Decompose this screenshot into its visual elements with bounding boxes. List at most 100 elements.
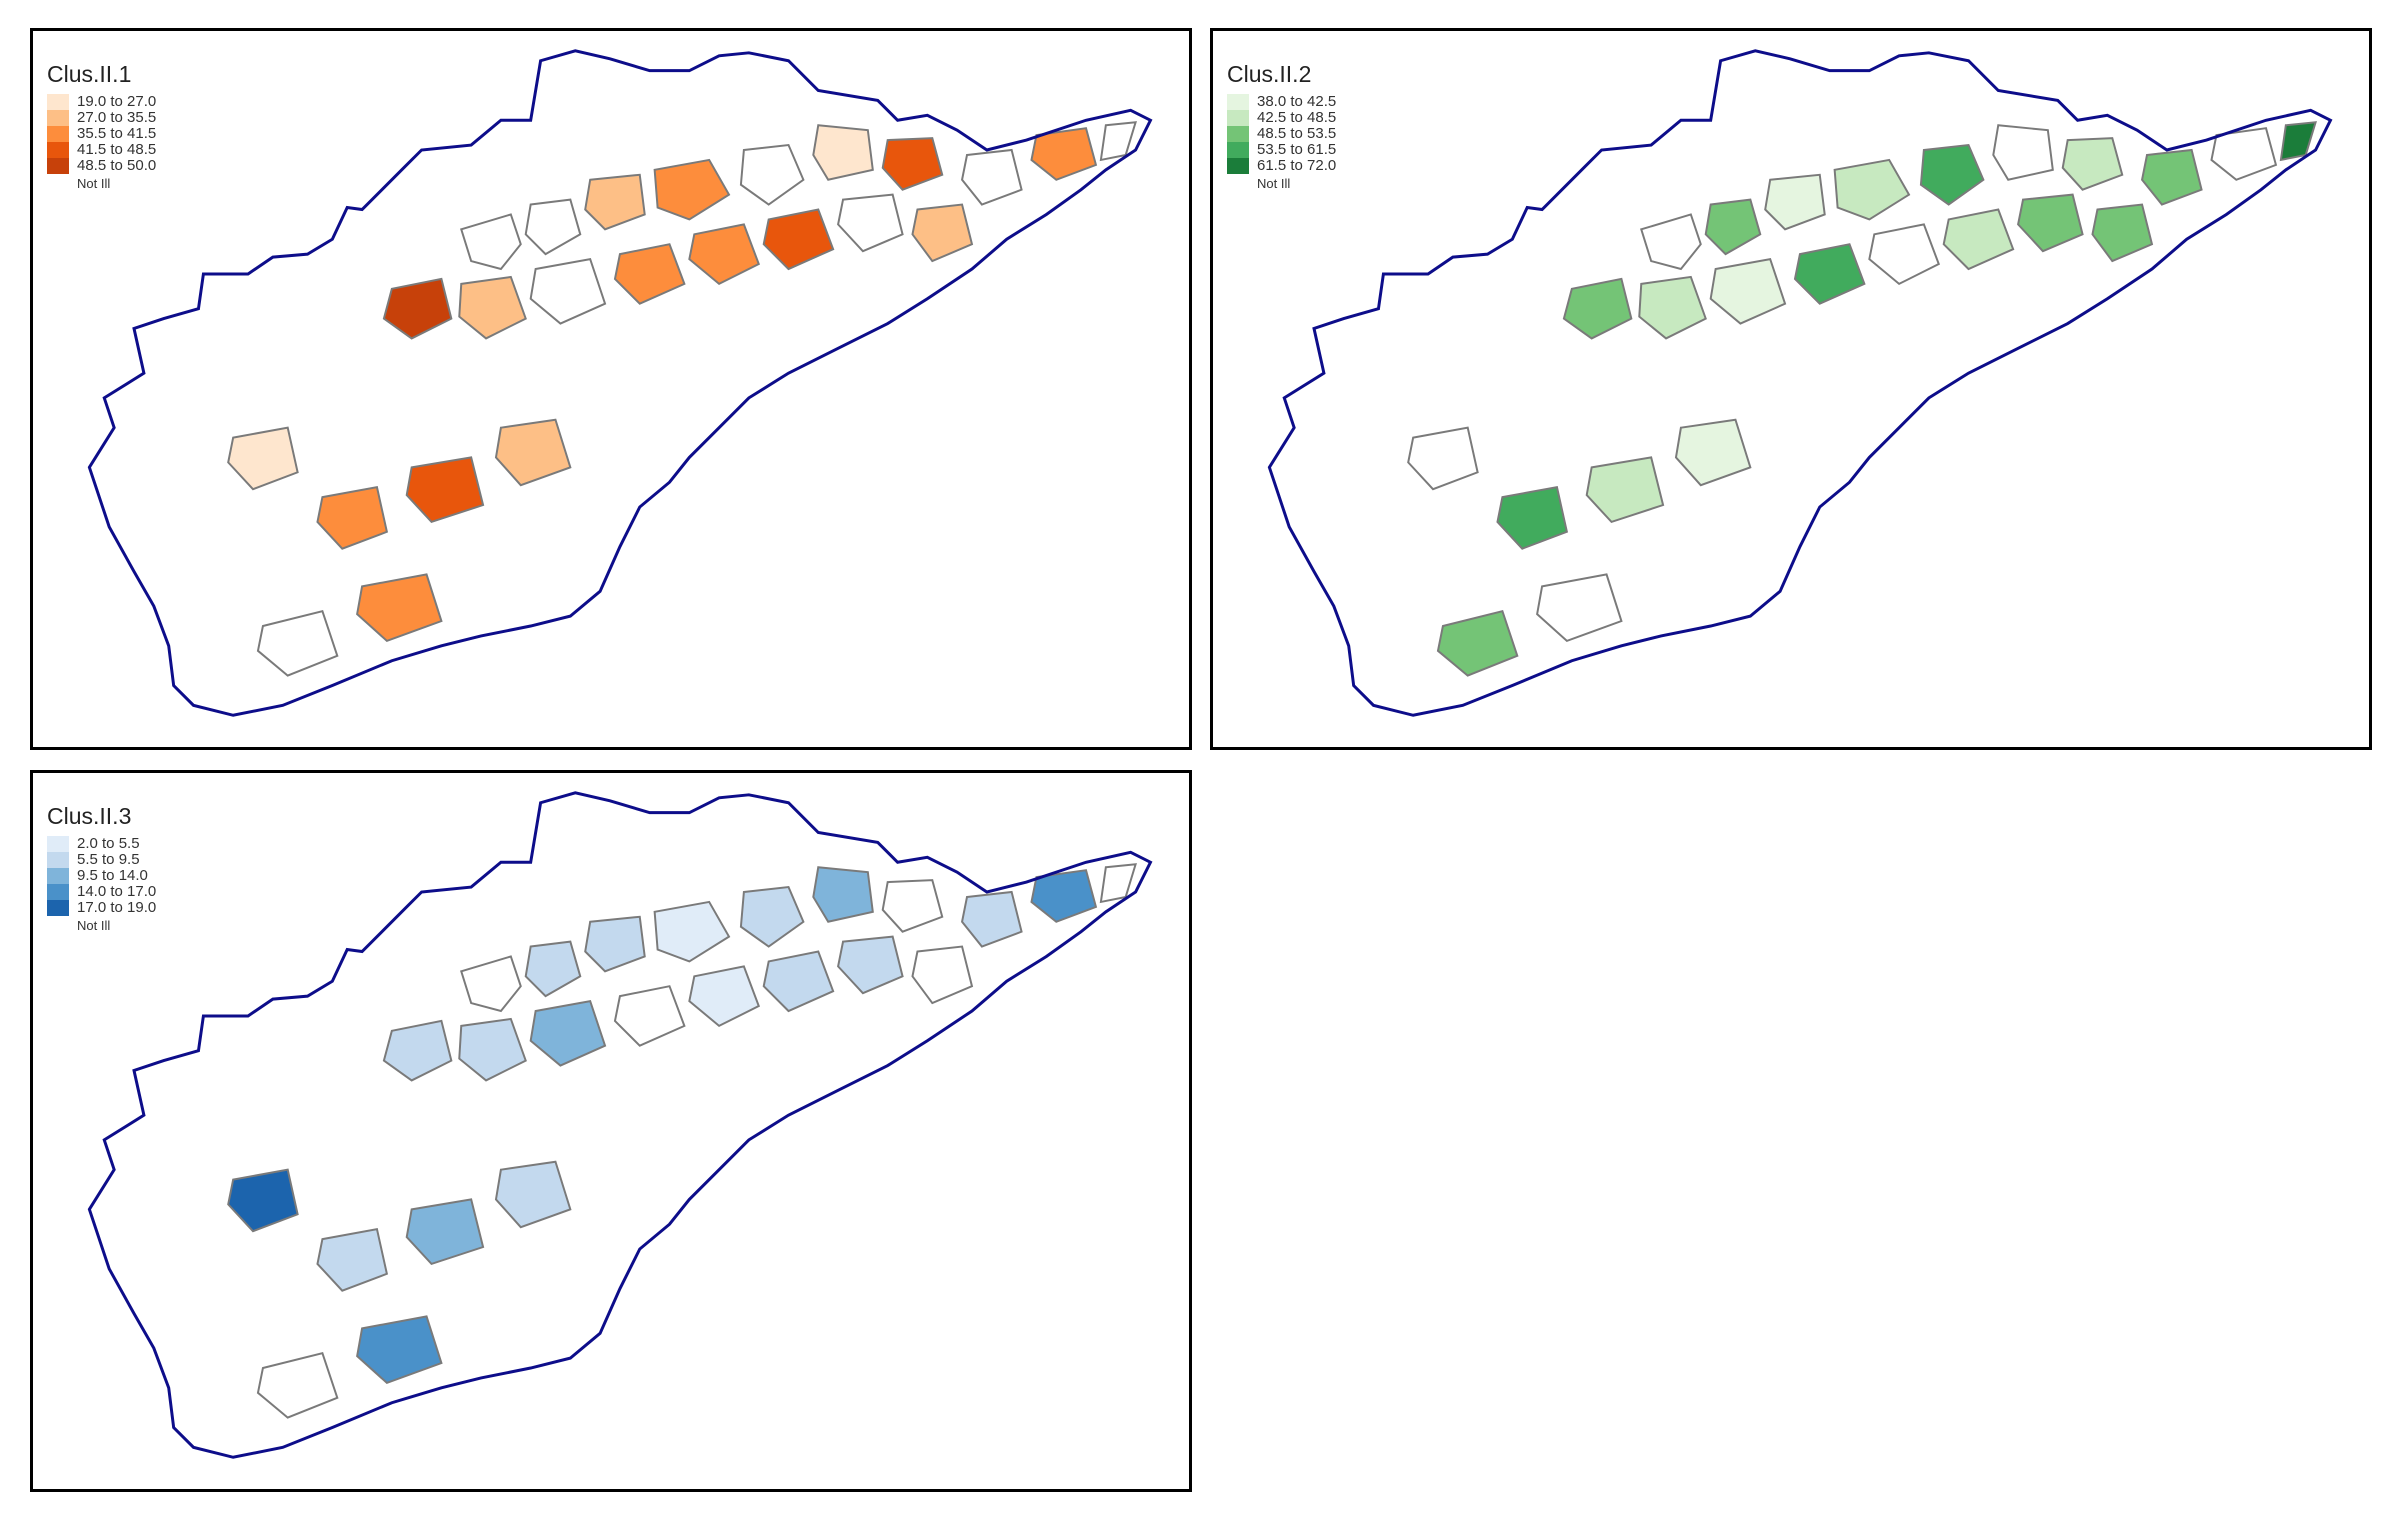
map-region [227, 1168, 299, 1233]
legend-entry: 38.0 to 42.5 [1227, 94, 1336, 110]
map-region [911, 203, 974, 263]
legend-entry: 17.0 to 19.0 [47, 900, 156, 916]
map-region [613, 985, 686, 1047]
legend-label: 27.0 to 35.5 [77, 109, 157, 126]
map-panel-clus-ii-2: Clus.II.2 38.0 to 42.5 42.5 to 48.5 48.5… [1210, 28, 2372, 750]
map-region [653, 900, 731, 963]
map-region [762, 950, 835, 1013]
map-region [256, 1351, 339, 1419]
legend-swatch [47, 94, 69, 110]
legend-label: 17.0 to 19.0 [77, 899, 157, 916]
legend-swatch [47, 142, 69, 158]
legend-entry: 27.0 to 35.5 [47, 110, 156, 126]
map-region [2140, 148, 2203, 206]
map-land [88, 49, 1152, 717]
map-region [2210, 127, 2278, 181]
legend-label: 48.5 to 53.5 [1257, 125, 1337, 142]
legend-title: Clus.II.1 [47, 61, 132, 87]
map-region [812, 124, 874, 181]
map-region [1868, 223, 1941, 286]
legend-swatch [47, 836, 69, 852]
map-region [1833, 158, 1911, 221]
map-region [613, 243, 686, 305]
map-region [960, 148, 1023, 206]
map-region [460, 213, 522, 271]
map-region [837, 193, 904, 253]
map-region [762, 208, 835, 271]
map-region [382, 277, 453, 340]
map-land [88, 791, 1152, 1459]
legend-entry: 2.0 to 5.5 [47, 836, 156, 852]
map-region [1674, 418, 1752, 487]
map-region [1638, 275, 1707, 340]
map-panel-clus-ii-3: Clus.II.3 2.0 to 5.5 5.5 to 9.5 9.5 to 1… [30, 770, 1192, 1492]
legend: Clus.II.3 2.0 to 5.5 5.5 to 9.5 9.5 to 1… [47, 803, 156, 933]
map-region [2091, 203, 2154, 263]
map-region [1562, 277, 1633, 340]
legend-entry: 48.5 to 50.0 [47, 158, 156, 174]
map-region [1585, 456, 1665, 524]
map-region [1764, 173, 1826, 231]
map-region [2017, 193, 2084, 253]
map-region [494, 1160, 572, 1229]
legend-na-label: Not Ill [77, 918, 111, 933]
map-region [584, 173, 646, 231]
legend-swatch [1227, 110, 1249, 126]
legend-title: Clus.II.3 [47, 803, 132, 829]
legend-swatch [47, 110, 69, 126]
map-panel-clus-ii-1: Clus.II.1 19.0 to 27.0 27.0 to 35.5 35.5… [30, 28, 1192, 750]
map-boundary [87, 49, 1153, 717]
legend: Clus.II.2 38.0 to 42.5 42.5 to 48.5 48.5… [1227, 61, 1336, 191]
map-region [812, 866, 874, 923]
legend-swatch [1227, 142, 1249, 158]
map-region [460, 955, 522, 1013]
map-region [256, 609, 339, 677]
map-region [524, 940, 582, 998]
map-region [1496, 486, 1569, 550]
choropleth-map [1267, 49, 2333, 717]
legend-swatch [47, 884, 69, 900]
map-boundary [87, 791, 1153, 1459]
map-region [653, 158, 731, 221]
map-region [837, 935, 904, 995]
map-region [881, 879, 944, 933]
map-region [227, 426, 299, 491]
legend-entry: 5.5 to 9.5 [47, 852, 156, 868]
legend-label: 14.0 to 17.0 [77, 883, 157, 900]
map-region [382, 1019, 453, 1082]
legend-entry: 19.0 to 27.0 [47, 94, 156, 110]
legend-label: 42.5 to 48.5 [1257, 109, 1337, 126]
map-region [1704, 198, 1762, 256]
map-region [524, 198, 582, 256]
legend-entry: 41.5 to 48.5 [47, 142, 156, 158]
map-region [1030, 127, 1098, 181]
map-region [1709, 257, 1787, 325]
map-region [316, 486, 389, 550]
map-boundary [1267, 49, 2333, 717]
legend-entry: 53.5 to 61.5 [1227, 142, 1336, 158]
legend-label: 5.5 to 9.5 [77, 851, 140, 868]
map-region [584, 915, 646, 973]
map-region [458, 1017, 527, 1082]
choropleth-map [87, 49, 1153, 717]
map-land [1268, 49, 2332, 717]
map-region [1640, 213, 1702, 271]
legend-entry: 42.5 to 48.5 [1227, 110, 1336, 126]
legend-swatch [47, 900, 69, 916]
legend-entry: 14.0 to 17.0 [47, 884, 156, 900]
legend-swatch [47, 852, 69, 868]
legend-swatch [1227, 158, 1249, 174]
legend-swatch [47, 868, 69, 884]
map-region [688, 223, 761, 286]
map-region [1942, 208, 2015, 271]
map-region [529, 257, 607, 325]
map-region [739, 885, 805, 948]
map-region [1407, 426, 1479, 491]
map-region [881, 137, 944, 191]
map-region [458, 275, 527, 340]
legend-swatch [47, 126, 69, 142]
legend: Clus.II.1 19.0 to 27.0 27.0 to 35.5 35.5… [47, 61, 156, 191]
legend-entry: 9.5 to 14.0 [47, 868, 156, 884]
map-region [2061, 137, 2124, 191]
legend-entry: 35.5 to 41.5 [47, 126, 156, 142]
